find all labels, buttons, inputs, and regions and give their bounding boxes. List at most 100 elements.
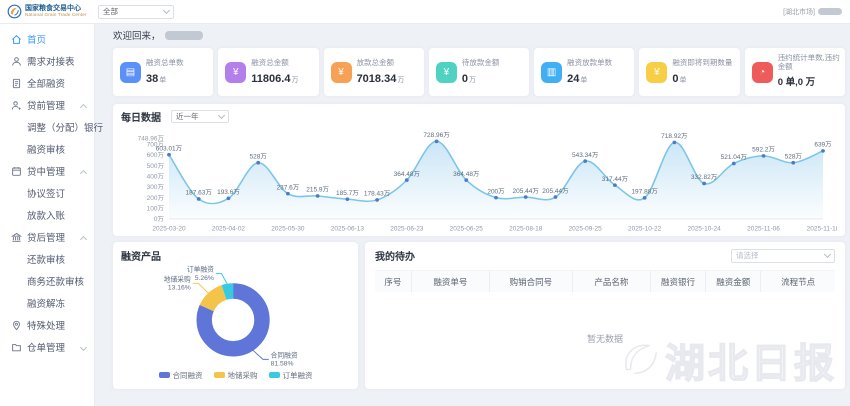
daily-data-card: 每日数据 近一年 603.01万 187.63万 193.6万 528万 237.6万 2… bbox=[113, 104, 845, 236]
col-amount: 融资金额 bbox=[706, 271, 762, 292]
svg-text:543.34万: 543.34万 bbox=[572, 151, 598, 159]
sidebar-item-warehouse-receipt-group[interactable]: 仓单管理 bbox=[0, 336, 94, 358]
order-financing-label-line bbox=[215, 273, 228, 285]
svg-text:237.6万: 237.6万 bbox=[277, 184, 300, 192]
folder-icon bbox=[12, 343, 21, 351]
sidebar: 首页 需求对接表 全部融资 贷前管理 调整（分配）银行 融资审核 贷中管理 协议… bbox=[0, 23, 104, 406]
col-financing-no: 融资单号 bbox=[412, 271, 490, 292]
market-select[interactable]: 全部 bbox=[98, 4, 174, 19]
chevron-up-icon bbox=[79, 235, 88, 244]
todo-table: 序号 融资单号 购销合同号 产品名称 融资银行 融资金额 流程节点 暂无数据 bbox=[375, 270, 835, 384]
welcome-username-redacted bbox=[164, 30, 203, 40]
svg-text:197.88万: 197.88万 bbox=[631, 188, 657, 196]
order-financing-label: 订单融资 bbox=[187, 265, 214, 274]
stat-card-total-orders: ▤ 融资总单数 38单 bbox=[113, 48, 214, 96]
todo-filter-select[interactable]: 请选择 bbox=[731, 248, 835, 263]
document-icon bbox=[12, 78, 21, 88]
chevron-down-icon bbox=[217, 111, 226, 120]
financing-products-donut-chart: 订单融资 5.26% 地储采购 13.16% 合同融资 81.58% bbox=[164, 265, 298, 368]
svg-text:528万: 528万 bbox=[250, 153, 267, 161]
range-select[interactable]: 近一年 bbox=[171, 110, 229, 123]
storage-purchase-label: 地储采购 bbox=[164, 274, 191, 283]
sidebar-item-demand-table[interactable]: 需求对接表 bbox=[0, 50, 94, 72]
svg-text:718.92万: 718.92万 bbox=[661, 132, 687, 140]
stats-row: ▤ 融资总单数 38单 ¥ 融资总金额 11806.4万 ¥ 放款总金额 701… bbox=[113, 48, 845, 96]
stat-title: 融资总金额 bbox=[251, 58, 289, 67]
hubei-daily-logo-icon bbox=[625, 344, 657, 375]
todo-select-placeholder: 请选择 bbox=[736, 251, 759, 260]
hubei-daily-watermark: 湖北日报 bbox=[619, 331, 837, 389]
sidebar-item-financing-review[interactable]: 融资审核 bbox=[27, 145, 66, 156]
sidebar-item-midloan-group[interactable]: 贷中管理 bbox=[0, 160, 94, 182]
svg-text:2025-06-23: 2025-06-23 bbox=[390, 225, 424, 232]
storage-purchase-label-line bbox=[192, 282, 210, 295]
legend-item-contract[interactable]: 合同融资 bbox=[158, 370, 203, 381]
svg-text:748.96万: 748.96万 bbox=[138, 135, 164, 143]
sidebar-item-agreement-signing[interactable]: 协议签订 bbox=[27, 189, 66, 200]
empty-state-text: 暂无数据 bbox=[586, 333, 623, 344]
sidebar-item-repayment-review[interactable]: 还款审核 bbox=[27, 255, 66, 266]
location-pin-icon bbox=[13, 320, 20, 330]
stat-title: 违约统计单数,违约金额 bbox=[777, 53, 840, 71]
sidebar-item-financing-unfreeze[interactable]: 融资解冻 bbox=[27, 299, 66, 310]
order-financing-pct: 5.26% bbox=[195, 275, 214, 282]
stat-value: 0 bbox=[461, 73, 468, 85]
sidebar-item-special-handling[interactable]: 特殊处理 bbox=[0, 314, 94, 336]
stat-value: 0 bbox=[672, 73, 679, 85]
sidebar-item-adjust-bank[interactable]: 调整（分配）银行 bbox=[27, 123, 104, 134]
stat-card-total-amount: ¥ 融资总金额 11806.4万 bbox=[218, 48, 319, 96]
welcome-row: 欢迎回来， bbox=[113, 29, 845, 42]
coin-icon: ¥ bbox=[330, 61, 352, 83]
legend-item-order[interactable]: 订单融资 bbox=[268, 370, 313, 381]
username-redacted[interactable] bbox=[818, 8, 842, 15]
stat-card-loan-total: ¥ 放款总金额 7018.34万 bbox=[323, 48, 424, 96]
sidebar-item-all-financing[interactable]: 全部融资 bbox=[0, 72, 94, 94]
brand-title: 国家粮食交易中心 bbox=[25, 5, 81, 13]
financing-products-card: 融资产品 订单融资 5.26% 地储采购 13.16% 合同融资 81.58% … bbox=[113, 242, 358, 389]
daily-data-line-chart: 603.01万 187.63万 193.6万 528万 237.6万 215.9万 185.… bbox=[138, 131, 837, 232]
todo-table-header: 序号 融资单号 购销合同号 产品名称 融资银行 融资金额 流程节点 bbox=[375, 270, 835, 292]
contract-financing-label-line bbox=[252, 349, 269, 360]
market-tag: [湖北市场] bbox=[783, 8, 815, 16]
chevron-up-icon bbox=[79, 169, 88, 178]
svg-text:2025-10-22: 2025-10-22 bbox=[628, 225, 662, 232]
sidebar-item-business-repayment-review[interactable]: 商务还款审核 bbox=[27, 277, 85, 288]
cash-icon: ¥ bbox=[435, 61, 457, 83]
stat-card-default: ◔ 违约统计单数,违约金额 0 单,0 万 bbox=[744, 48, 845, 96]
svg-text:317.44万: 317.44万 bbox=[602, 175, 628, 183]
market-select-value: 全部 bbox=[103, 7, 118, 16]
user-manage-icon bbox=[11, 100, 21, 110]
svg-text:639万: 639万 bbox=[814, 141, 831, 149]
sidebar-item-preloan-group[interactable]: 贷前管理 bbox=[0, 94, 94, 116]
legend-item-storage[interactable]: 地储采购 bbox=[213, 370, 258, 381]
svg-text:528万: 528万 bbox=[785, 153, 802, 161]
svg-text:332.82万: 332.82万 bbox=[691, 173, 717, 181]
svg-text:600万: 600万 bbox=[147, 151, 164, 159]
svg-text:187.63万: 187.63万 bbox=[186, 189, 212, 197]
stat-title: 融资放款单数 bbox=[567, 58, 613, 67]
document-icon: ▤ bbox=[120, 61, 141, 83]
stat-card-expiring: ¥ 融资即将到期数量 0单 bbox=[639, 48, 740, 96]
grain-center-logo-icon bbox=[7, 4, 22, 19]
svg-text:400万: 400万 bbox=[147, 173, 164, 181]
chevron-down-icon bbox=[162, 6, 171, 15]
legend-swatch bbox=[213, 372, 225, 378]
chevron-down-icon bbox=[79, 343, 88, 352]
stat-value: 24 bbox=[567, 73, 580, 85]
sidebar-item-postloan-group[interactable]: 贷后管理 bbox=[0, 226, 94, 248]
svg-text:500万: 500万 bbox=[147, 162, 164, 170]
col-bank: 融资银行 bbox=[651, 271, 707, 292]
sidebar-item-loan-disbursement[interactable]: 放款入账 bbox=[27, 211, 66, 222]
card-icon: ▥ bbox=[541, 61, 563, 83]
coin-due-icon: ¥ bbox=[646, 61, 668, 83]
svg-text:2025-06-25: 2025-06-25 bbox=[450, 225, 484, 232]
svg-text:603.01万: 603.01万 bbox=[156, 145, 182, 153]
svg-text:728.96万: 728.96万 bbox=[423, 131, 449, 139]
top-bar: 国家粮食交易中心 National Grain Trade Center 全部 … bbox=[0, 0, 850, 24]
svg-text:185.7万: 185.7万 bbox=[336, 189, 359, 197]
stat-value: 0 单,0 万 bbox=[777, 77, 816, 89]
col-product-name: 产品名称 bbox=[573, 271, 651, 292]
svg-text:205.44万: 205.44万 bbox=[542, 187, 568, 195]
sidebar-item-home[interactable]: 首页 bbox=[0, 28, 94, 50]
